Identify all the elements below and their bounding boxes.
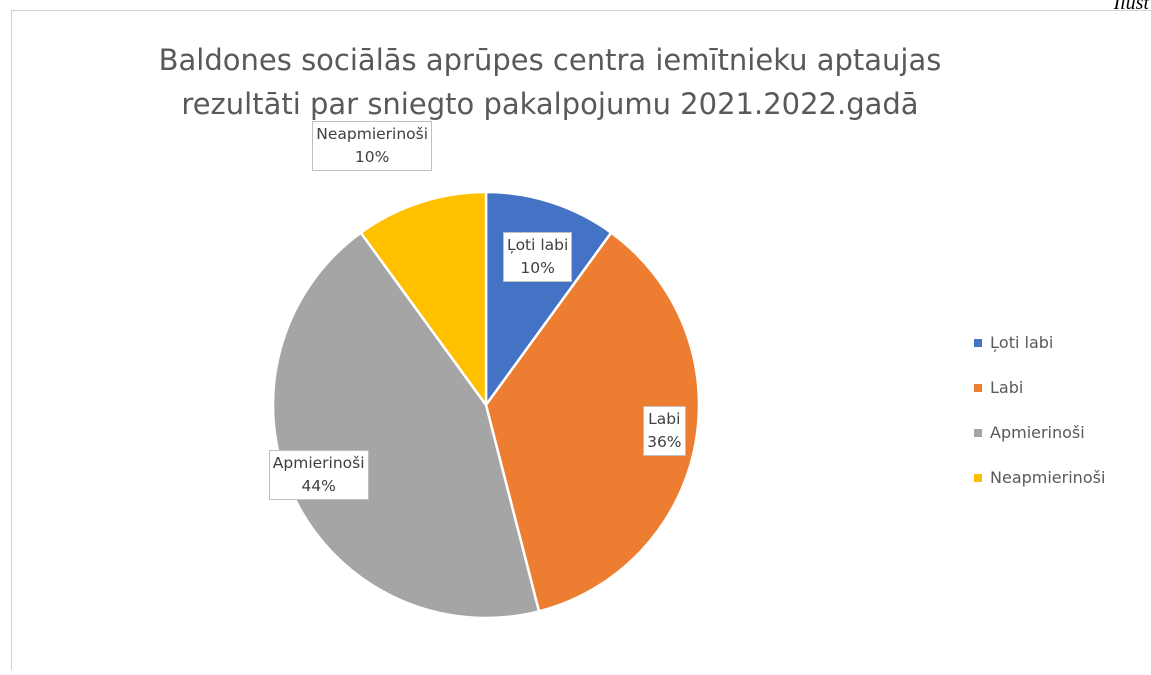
legend-item-4: Neapmierinoši [974, 455, 1105, 500]
legend-label: Neapmierinoši [990, 468, 1106, 487]
legend-item-3: Apmierinoši [974, 410, 1105, 455]
legend-label: Labi [990, 378, 1024, 397]
data-label-value: 10% [354, 148, 390, 167]
data-label-category: Neapmierinoši [316, 125, 429, 144]
legend-label: Apmierinoši [990, 423, 1085, 442]
data-label-category: Ļoti labi [506, 236, 569, 255]
data-label-4: Neapmierinoši 10% [312, 121, 433, 172]
data-label-1: Ļoti labi 10% [502, 232, 573, 283]
chart-title-line-1: Baldones sociālās aprūpes centra iemītni… [158, 43, 942, 77]
data-label-value: 36% [647, 433, 682, 452]
data-label-value: 10% [520, 259, 555, 278]
legend-swatch [974, 338, 982, 347]
data-label-2: Labi 36% [643, 406, 686, 457]
data-label-category: Labi [648, 410, 681, 429]
legend-swatch [974, 428, 982, 437]
legend-item-2: Labi [974, 365, 1105, 410]
data-label-value: 44% [301, 476, 336, 495]
chart-title: Baldones sociālās aprūpes centra iemītni… [60, 38, 1040, 126]
chart-legend: Ļoti labi Labi Apmierinoši Neapmierinoši [974, 320, 1105, 500]
chart-title-line-2: rezultāti par sniegto pakalpojumu 2021.2… [181, 87, 919, 121]
chart-frame [11, 10, 1151, 670]
legend-swatch [974, 473, 982, 482]
pie-slice-4 [359, 190, 488, 409]
legend-swatch [974, 383, 982, 392]
data-label-category: Apmierinoši [272, 453, 365, 472]
pie-slice-2 [484, 230, 701, 613]
legend-label: Ļoti labi [990, 333, 1054, 352]
data-label-3: Apmierinoši 44% [268, 449, 369, 500]
legend-item-1: Ļoti labi [974, 320, 1105, 365]
